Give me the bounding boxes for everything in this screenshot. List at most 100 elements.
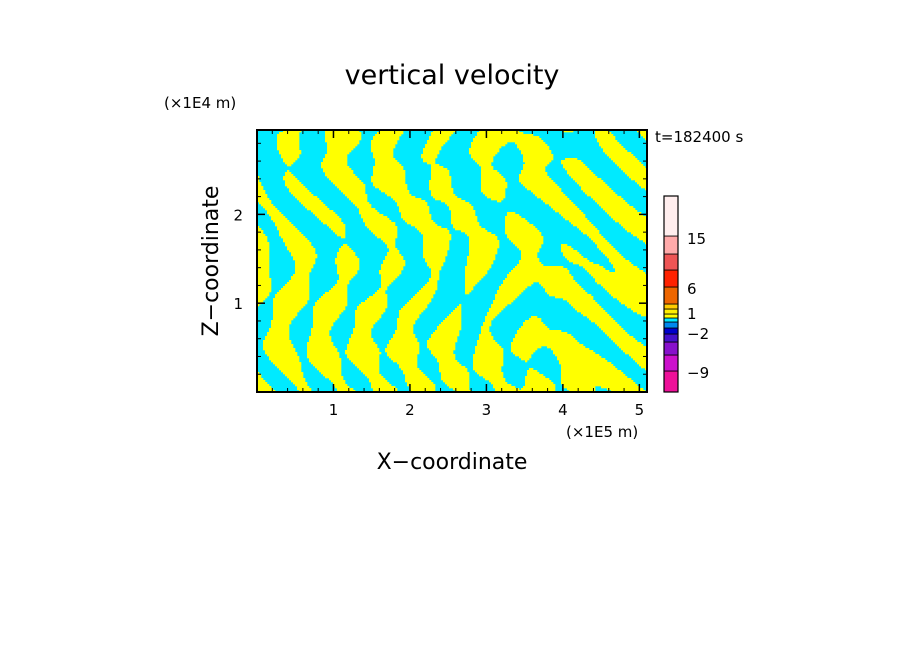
colorbar-swatch — [663, 253, 679, 271]
field-patch — [599, 248, 616, 251]
field-patch — [347, 356, 380, 359]
field-patch — [257, 250, 270, 253]
field-patch — [583, 314, 610, 317]
field-patch — [287, 246, 314, 249]
y-unit-label: (×1E4 m) — [164, 94, 236, 112]
field-patch — [273, 318, 294, 321]
field-patch — [609, 292, 647, 295]
field-patch — [307, 352, 340, 355]
field-patch — [257, 290, 272, 293]
field-patch — [439, 362, 460, 365]
field-patch — [465, 286, 474, 289]
field-patch — [381, 268, 404, 271]
field-patch — [465, 290, 472, 293]
field-patch — [473, 358, 504, 361]
field-patch — [423, 250, 448, 253]
field-patch — [495, 296, 518, 299]
field-patch — [323, 158, 348, 161]
colorbar-label: −9 — [687, 364, 709, 382]
field-patch — [281, 236, 306, 239]
field-patch — [371, 230, 398, 233]
field-patch — [313, 318, 338, 321]
field-patch — [555, 296, 594, 299]
field-patch — [275, 222, 292, 225]
field-patch — [581, 312, 608, 315]
field-patch — [621, 302, 647, 305]
field-patch — [517, 332, 568, 335]
field-patch — [399, 366, 418, 369]
field-patch — [561, 366, 616, 369]
field-patch — [421, 154, 438, 157]
field-patch — [403, 370, 422, 373]
field-patch — [473, 366, 502, 369]
field-patch — [325, 376, 344, 379]
colorbar-swatch — [663, 321, 679, 329]
field-patch — [257, 378, 264, 381]
field-patch — [499, 286, 528, 289]
field-patch — [475, 136, 540, 139]
field-patch — [515, 334, 572, 337]
field-patch — [529, 368, 534, 371]
field-patch — [423, 248, 450, 251]
velocity-field — [257, 130, 647, 392]
field-patch — [595, 134, 614, 137]
field-patch — [603, 208, 636, 211]
field-patch — [551, 348, 590, 351]
field-patch — [511, 270, 570, 273]
field-patch — [429, 188, 454, 191]
field-patch — [611, 294, 647, 297]
field-patch — [315, 214, 338, 217]
field-patch — [523, 166, 546, 169]
colorbar-swatch — [663, 313, 679, 319]
field-patch — [423, 150, 440, 153]
field-patch — [355, 326, 374, 329]
field-patch — [257, 240, 268, 243]
field-patch — [597, 244, 612, 247]
field-patch — [355, 314, 382, 317]
field-patch — [423, 246, 450, 249]
field-patch — [523, 324, 546, 327]
field-patch — [375, 186, 408, 189]
field-patch — [331, 228, 346, 231]
field-patch — [479, 338, 494, 341]
field-patch — [353, 332, 372, 335]
field-patch — [279, 230, 300, 233]
field-patch — [485, 318, 494, 321]
field-patch — [507, 234, 542, 237]
field-patch — [489, 308, 504, 311]
field-patch — [345, 352, 382, 355]
field-patch — [437, 328, 462, 331]
field-patch — [607, 212, 642, 215]
field-patch — [429, 138, 450, 141]
field-patch — [595, 322, 618, 325]
field-patch — [587, 234, 602, 237]
field-patch — [427, 142, 446, 145]
field-patch — [533, 192, 564, 195]
field-patch — [561, 382, 636, 385]
field-patch — [527, 372, 540, 375]
field-patch — [593, 240, 608, 243]
field-patch — [505, 220, 528, 223]
field-patch — [371, 148, 394, 151]
field-patch — [293, 258, 316, 261]
field-patch — [423, 286, 438, 289]
field-patch — [257, 262, 270, 265]
field-patch — [465, 282, 478, 285]
field-patch — [597, 246, 614, 249]
field-patch — [355, 316, 382, 319]
field-patch — [509, 272, 570, 275]
field-patch — [327, 146, 356, 149]
field-patch — [257, 200, 272, 203]
field-patch — [451, 216, 478, 219]
field-patch — [271, 326, 290, 329]
field-patch — [257, 292, 270, 295]
field-patch — [393, 198, 422, 201]
field-patch — [339, 278, 352, 281]
field-patch — [325, 172, 354, 175]
field-patch — [613, 160, 640, 163]
field-patch — [567, 258, 588, 261]
field-patch — [525, 380, 552, 383]
field-patch — [279, 234, 304, 237]
field-patch — [277, 138, 300, 141]
field-patch — [337, 266, 360, 269]
